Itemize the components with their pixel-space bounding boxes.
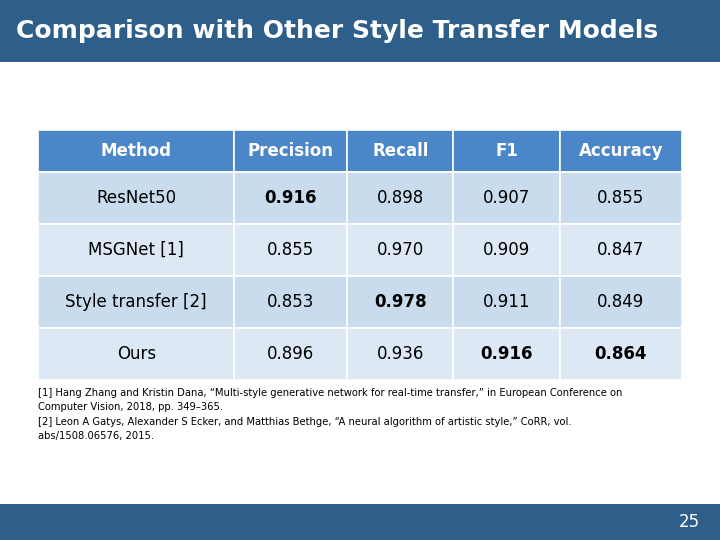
FancyBboxPatch shape <box>235 276 347 328</box>
Text: 0.847: 0.847 <box>597 241 644 259</box>
Text: Method: Method <box>101 142 171 160</box>
Text: [1] Hang Zhang and Kristin Dana, “Multi-style generative network for real-time t: [1] Hang Zhang and Kristin Dana, “Multi-… <box>38 388 622 441</box>
Text: Recall: Recall <box>372 142 428 160</box>
Text: Comparison with Other Style Transfer Models: Comparison with Other Style Transfer Mod… <box>16 19 658 43</box>
FancyBboxPatch shape <box>559 328 682 380</box>
FancyBboxPatch shape <box>235 172 347 224</box>
FancyBboxPatch shape <box>235 130 347 172</box>
Text: 0.916: 0.916 <box>264 189 317 207</box>
FancyBboxPatch shape <box>454 276 559 328</box>
FancyBboxPatch shape <box>347 224 454 276</box>
Text: 0.978: 0.978 <box>374 293 426 311</box>
FancyBboxPatch shape <box>235 328 347 380</box>
Text: MSGNet [1]: MSGNet [1] <box>89 241 184 259</box>
Text: F1: F1 <box>495 142 518 160</box>
Text: ResNet50: ResNet50 <box>96 189 176 207</box>
Text: Ours: Ours <box>117 345 156 363</box>
Text: 0.909: 0.909 <box>483 241 530 259</box>
Text: 0.970: 0.970 <box>377 241 424 259</box>
FancyBboxPatch shape <box>559 224 682 276</box>
Text: 0.853: 0.853 <box>267 293 315 311</box>
Text: 0.907: 0.907 <box>483 189 530 207</box>
Text: 25: 25 <box>679 513 700 531</box>
Text: Style transfer [2]: Style transfer [2] <box>66 293 207 311</box>
FancyBboxPatch shape <box>454 172 559 224</box>
FancyBboxPatch shape <box>347 172 454 224</box>
FancyBboxPatch shape <box>347 276 454 328</box>
Text: 0.855: 0.855 <box>597 189 644 207</box>
FancyBboxPatch shape <box>454 130 559 172</box>
FancyBboxPatch shape <box>559 172 682 224</box>
FancyBboxPatch shape <box>38 130 235 172</box>
Text: 0.896: 0.896 <box>267 345 315 363</box>
FancyBboxPatch shape <box>38 224 235 276</box>
Text: 0.855: 0.855 <box>267 241 315 259</box>
FancyBboxPatch shape <box>0 504 720 540</box>
FancyBboxPatch shape <box>347 328 454 380</box>
FancyBboxPatch shape <box>0 0 720 62</box>
Text: 0.898: 0.898 <box>377 189 424 207</box>
FancyBboxPatch shape <box>38 276 235 328</box>
Text: 0.916: 0.916 <box>480 345 533 363</box>
Text: Precision: Precision <box>248 142 334 160</box>
FancyBboxPatch shape <box>559 130 682 172</box>
FancyBboxPatch shape <box>38 328 235 380</box>
FancyBboxPatch shape <box>347 130 454 172</box>
FancyBboxPatch shape <box>38 172 235 224</box>
Text: 0.911: 0.911 <box>482 293 530 311</box>
FancyBboxPatch shape <box>235 224 347 276</box>
FancyBboxPatch shape <box>559 276 682 328</box>
Text: 0.936: 0.936 <box>377 345 424 363</box>
Text: Accuracy: Accuracy <box>579 142 663 160</box>
FancyBboxPatch shape <box>454 224 559 276</box>
Text: 0.864: 0.864 <box>595 345 647 363</box>
FancyBboxPatch shape <box>454 328 559 380</box>
Text: 0.849: 0.849 <box>597 293 644 311</box>
